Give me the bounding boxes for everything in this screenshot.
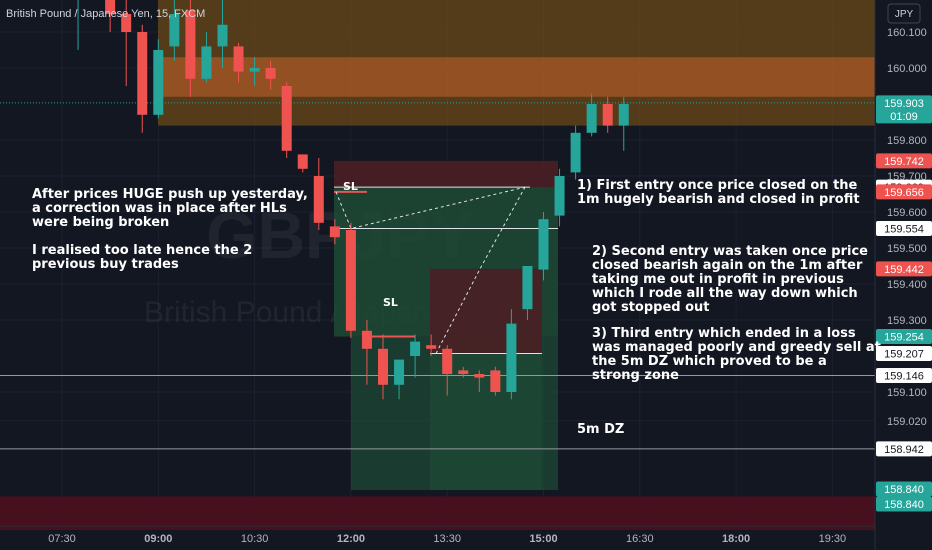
y-tick-label: 159.800 (887, 135, 927, 147)
x-tick-label: 10:30 (241, 533, 269, 545)
annotation-entry-2: 2) Second entry was taken once price clo… (592, 244, 868, 315)
candle-body (442, 348, 453, 374)
price-label (876, 441, 932, 457)
price-label-text: 159.207 (884, 348, 924, 360)
sl-label: SL (383, 296, 398, 309)
x-tick-label: 15:00 (529, 533, 557, 545)
price-label (876, 329, 932, 345)
candle-body (329, 226, 340, 238)
price-label-text: 158.840 (884, 484, 924, 496)
price-label (876, 345, 932, 361)
candle-body (474, 374, 485, 378)
currency-button-label: JPY (895, 9, 914, 20)
candle-body (345, 230, 356, 331)
candle-body (281, 86, 292, 151)
candle-body (297, 154, 308, 169)
trade-1-stop-zone (334, 160, 558, 188)
candle-body (313, 176, 324, 223)
price-label (876, 221, 932, 237)
candle-body (361, 330, 372, 349)
price-label-text: 159.742 (884, 156, 924, 168)
candle-body (570, 132, 581, 173)
price-label-text: 159.903 (884, 98, 924, 110)
candle-body (586, 104, 597, 133)
price-label-text: 158.942 (884, 444, 924, 456)
price-label (876, 481, 932, 497)
candle-body (458, 370, 469, 374)
trade-path-1 (335, 186, 526, 230)
candle-body (602, 104, 613, 126)
candle-body (538, 219, 549, 270)
annotation-entry-3: 3) Third entry which ended in a loss was… (592, 326, 881, 383)
candle-body (217, 24, 228, 47)
annotation-left: After prices HUGE push up yesterday, a c… (32, 187, 308, 272)
candle-body (105, 0, 116, 14)
y-tick-label: 159.020 (887, 416, 927, 428)
x-tick-label: 16:30 (626, 533, 654, 545)
y-tick-label: 159.600 (887, 207, 927, 219)
demand-zone-5m (0, 496, 875, 530)
price-label-text: 158.840 (884, 499, 924, 511)
candle-body (169, 14, 180, 47)
price-label-text: 159.146 (884, 370, 924, 382)
x-tick-label: 19:30 (819, 533, 847, 545)
candle-body (394, 359, 405, 385)
candle-body (153, 50, 164, 115)
annotation-5m-dz: 5m DZ (577, 422, 625, 437)
candle-body (265, 68, 276, 79)
candle-body (249, 68, 260, 72)
candle-body (554, 176, 565, 216)
y-tick-label: 160.100 (887, 27, 927, 39)
y-tick-label: 159.100 (887, 387, 927, 399)
price-label-countdown: 01:09 (890, 111, 918, 123)
price-label (876, 184, 932, 200)
annotation-entry-1: 1) First entry once price closed on the … (577, 178, 860, 207)
chart-title: British Pound / Japanese Yen, 15, FXCM (6, 8, 205, 20)
y-tick-label: 159.300 (887, 315, 927, 327)
x-tick-label: 07:30 (48, 533, 76, 545)
price-label (876, 153, 932, 169)
sl-label: SL (343, 180, 358, 193)
candle-body (378, 348, 388, 385)
x-tick-label: 13:30 (433, 533, 461, 545)
candle-body (121, 14, 132, 32)
price-label (876, 95, 932, 124)
y-tick-label: 159.400 (887, 279, 927, 291)
x-tick-label: 18:00 (722, 533, 750, 545)
candle-body (506, 323, 517, 392)
candle-body (137, 32, 148, 115)
y-tick-label: 159.500 (887, 243, 927, 255)
supply-zone-proximal (158, 57, 875, 97)
candle-body (490, 370, 501, 392)
candle-body (201, 46, 212, 79)
trade-path-2 (435, 186, 526, 354)
candle-body (426, 345, 437, 349)
price-label (876, 261, 932, 277)
x-tick-label: 09:00 (144, 533, 172, 545)
candle-body (233, 46, 244, 72)
price-label-text: 159.254 (884, 332, 924, 344)
price-label-text: 159.442 (884, 264, 924, 276)
candle-body (522, 266, 533, 310)
price-label-text: 159.554 (884, 224, 924, 236)
trade-3-target-zone (430, 353, 542, 490)
y-tick-label: 160.000 (887, 63, 927, 75)
candle-body (185, 10, 196, 79)
x-tick-label: 12:00 (337, 533, 365, 545)
price-label (876, 367, 932, 383)
price-label-text: 159.656 (884, 187, 924, 199)
price-label (876, 496, 932, 512)
candle-body (410, 341, 421, 356)
currency-button[interactable] (887, 3, 921, 24)
candle-body (618, 104, 629, 126)
